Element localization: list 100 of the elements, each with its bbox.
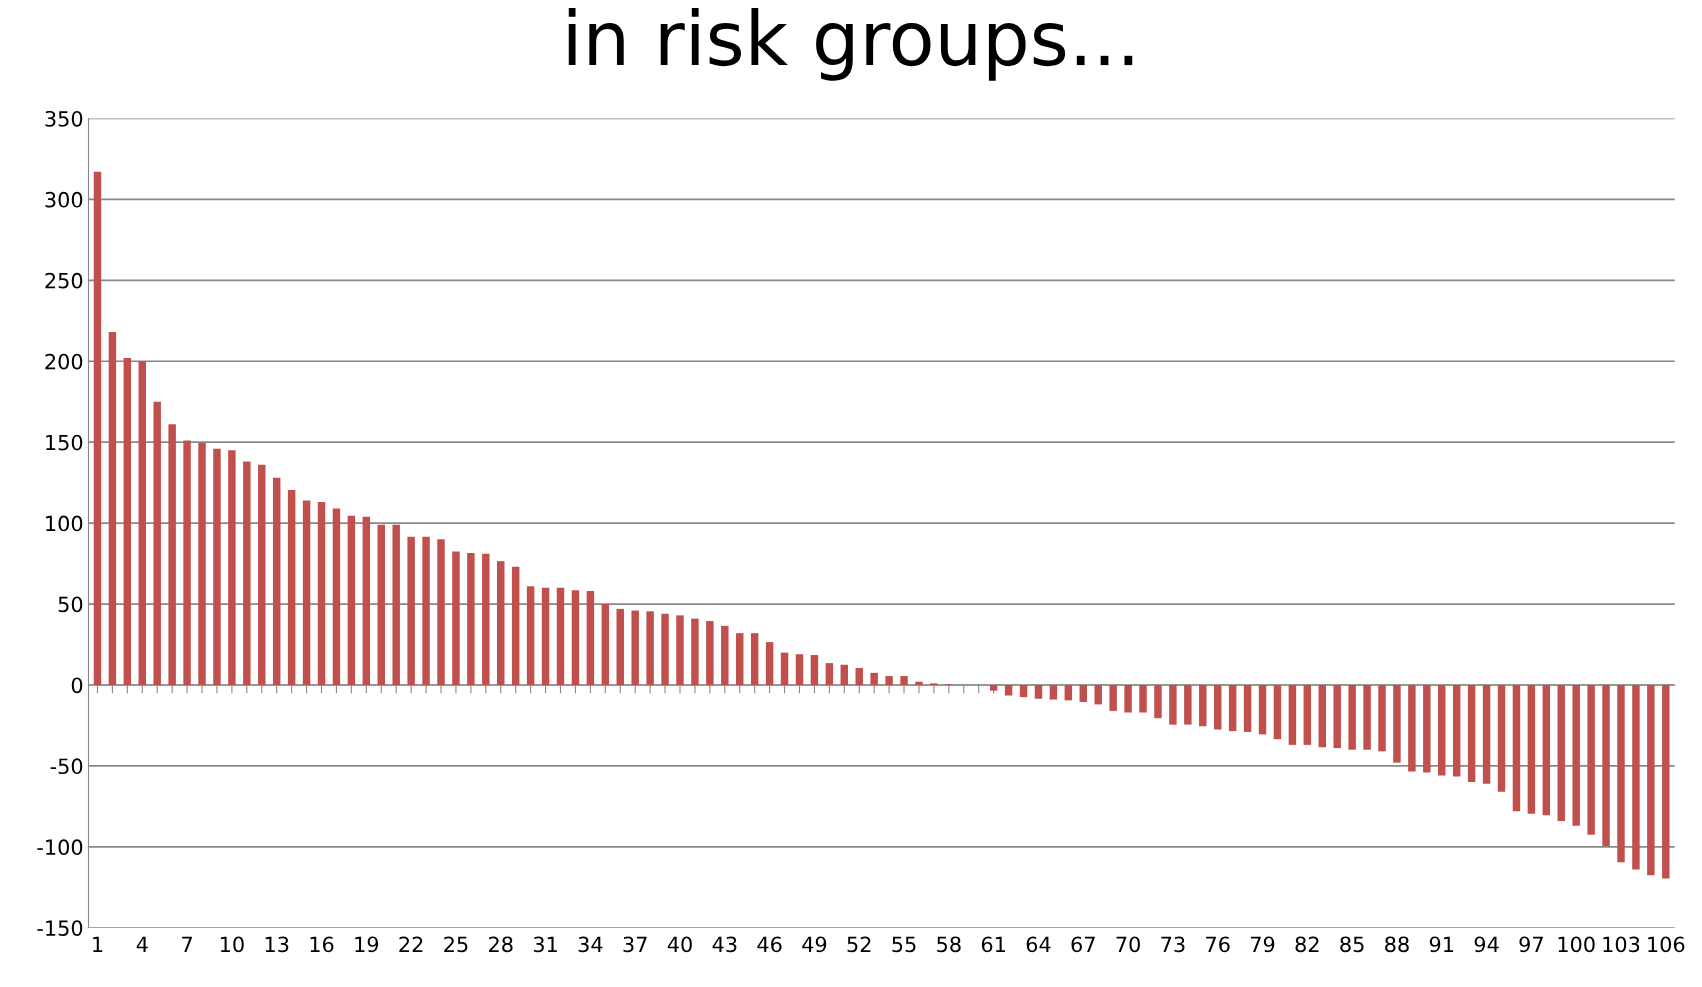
x-tick-label: 58: [937, 936, 961, 953]
bar: [1527, 684, 1536, 814]
bar: [1049, 684, 1058, 700]
bar: [1199, 684, 1207, 727]
x-tick-label: 55: [892, 936, 916, 953]
bar: [108, 332, 117, 685]
x-tick-label: 100: [1558, 936, 1595, 953]
bar: [467, 553, 475, 685]
bar: [362, 516, 371, 685]
bar: [721, 625, 729, 685]
y-tick-label: 100: [46, 515, 83, 532]
bar: [1393, 684, 1401, 763]
y-tick-label: -50: [50, 758, 83, 775]
bar: [1333, 684, 1341, 749]
bar: [526, 586, 535, 685]
bar: [1213, 684, 1222, 730]
bar: [1408, 684, 1416, 772]
x-tick-label: 4: [136, 936, 148, 952]
bar: [1019, 684, 1028, 698]
bar: [332, 508, 341, 685]
bar: [780, 652, 789, 685]
bar: [1482, 684, 1491, 784]
x-tick-label: 49: [802, 936, 827, 953]
bar: [1243, 684, 1252, 732]
x-tick-label: 34: [578, 936, 603, 953]
y-tick-label: 200: [45, 353, 83, 370]
bar: [482, 553, 490, 685]
bar: [840, 664, 849, 685]
bar: [586, 591, 595, 685]
bar: [228, 450, 236, 685]
bar: [1438, 684, 1446, 776]
bar: [736, 633, 744, 685]
x-tick-label: 13: [265, 936, 289, 953]
bar: [511, 566, 520, 685]
bar: [287, 489, 296, 685]
bar: [795, 654, 804, 685]
x-tick-label: 97: [1519, 936, 1543, 953]
chart-title: in risk groups...: [568, 8, 1133, 81]
bar: [497, 561, 505, 685]
bar: [1363, 684, 1371, 750]
bar: [198, 442, 206, 685]
bar: [437, 539, 445, 685]
bar: [302, 500, 311, 685]
bar: [900, 676, 908, 685]
bar: [1378, 684, 1386, 752]
bar: [1557, 684, 1565, 821]
bar: [422, 536, 430, 685]
bar: [138, 361, 147, 685]
bar: [392, 524, 400, 685]
bar: [1467, 684, 1476, 783]
bar: [243, 461, 251, 685]
bar: [706, 621, 714, 685]
y-tick-label: 250: [45, 272, 83, 289]
bar: [407, 536, 415, 685]
bar: [1423, 684, 1431, 773]
x-tick-label: 106: [1648, 936, 1685, 953]
bar: [1602, 684, 1610, 847]
bar: [1542, 684, 1551, 816]
x-tick-label: 22: [399, 936, 423, 952]
bar: [1497, 684, 1506, 792]
y-tick-label: 0: [71, 677, 83, 694]
bar: [347, 515, 356, 685]
bar: [317, 502, 326, 685]
bar: [1258, 684, 1267, 735]
bar: [1228, 684, 1237, 732]
y-tick-label: 300: [45, 191, 83, 208]
x-tick-label: 1: [93, 936, 103, 952]
bar: [1662, 684, 1670, 879]
bar: [885, 676, 893, 685]
bar: [258, 464, 266, 685]
bar: [870, 672, 878, 685]
x-tick-label: 31: [533, 936, 557, 953]
bar: [1109, 684, 1117, 711]
bar: [646, 611, 654, 685]
bar: [1273, 684, 1282, 740]
bar: [1288, 684, 1297, 745]
bar: [765, 642, 774, 685]
x-tick-label: 70: [1116, 936, 1140, 953]
bar: [1303, 684, 1312, 745]
bar: [168, 424, 176, 685]
x-tick-label: 94: [1474, 936, 1499, 953]
bar: [1079, 684, 1088, 702]
bar: [541, 587, 550, 685]
bar: [691, 618, 699, 685]
bar: [989, 684, 998, 691]
bar: [676, 615, 684, 685]
bar: [183, 440, 191, 685]
bar: [213, 448, 221, 685]
x-tick-label: 91: [1429, 936, 1454, 953]
bar: [631, 610, 639, 685]
x-tick-label: 67: [1071, 936, 1095, 953]
bar: [616, 608, 624, 685]
bar: [93, 171, 102, 685]
bar: [452, 551, 460, 685]
bar: [601, 604, 610, 685]
bar: [1034, 684, 1043, 699]
bar: [1094, 684, 1102, 705]
x-tick-label: 46: [757, 936, 782, 953]
y-tick-label: 350: [45, 110, 83, 127]
x-tick-label: 19: [355, 936, 379, 953]
